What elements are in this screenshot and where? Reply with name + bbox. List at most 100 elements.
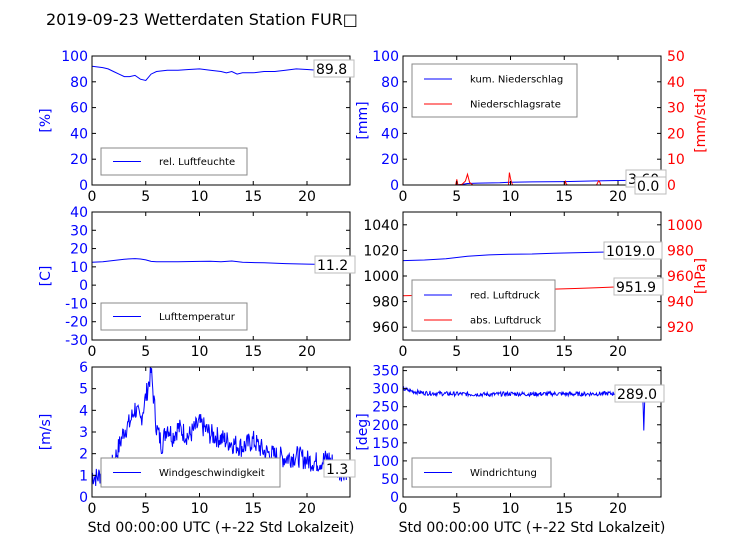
value-annotation: 289.0 (617, 387, 657, 403)
y-tick-label: 60 (381, 101, 399, 117)
y-tick-label: -30 (65, 333, 88, 349)
y-tick-label: 3 (79, 425, 88, 441)
panel-winddirection: 0 5 10 15 20050100150200250300350[deg]Windri… (355, 364, 665, 536)
legend-label: abs. Luftdruck (470, 316, 541, 327)
legend: red. Luftdruck abs. Luftdruck (411, 279, 556, 332)
y-tick-label: 350 (372, 364, 399, 380)
plot-frame (91, 211, 351, 341)
panel-humidity: 0 5 10 15 20 0 20 40 60 80 100 [%] rel. Luftfeuchte 8… (38, 49, 355, 205)
y-tick-label-right: 0 (667, 178, 676, 194)
value-annotation-box (313, 59, 355, 78)
y-tick-label: 0 (79, 490, 88, 506)
y-tick-label-right: 50 (667, 49, 685, 65)
legend-label: Windgeschwindigkeit (159, 468, 265, 479)
y-tick-label: -20 (65, 315, 88, 331)
legend-label: kum. Niederschlag (470, 75, 563, 86)
x-tick-label: 15 (555, 501, 573, 517)
x-tick-label: 0 (88, 501, 97, 517)
x-tick-label: 20 (298, 189, 316, 205)
legend-label: Lufttemperatur (159, 312, 236, 323)
plot-frame (402, 55, 662, 186)
legend-box (411, 63, 578, 118)
y-tick-label: 150 (372, 436, 399, 452)
value-annotation-box (614, 384, 665, 403)
x-tick-label: 10 (191, 344, 209, 360)
y-tick-label: 0 (390, 178, 399, 194)
x-tick-label: 20 (298, 501, 316, 517)
y-tick-label: 0 (79, 278, 88, 294)
y-tick-label: 2 (79, 447, 88, 463)
y-tick-label: 80 (70, 75, 88, 91)
panel-pressure: 0 5 10 15 20 960 980 1000 1020 1040 920 940 960 980 10… (363, 211, 709, 360)
x-tick-label: 0 (399, 189, 408, 205)
y-axis-label: [m/s] (38, 414, 54, 451)
panel-precipitation: 0 5 10 15 20 0 20 40 60 80 100 0 10 20 30 40 50 [mm] [mm/s… (355, 49, 709, 205)
value-annotation-box (634, 176, 667, 195)
legend-label: rel. Luftfeuchte (159, 157, 235, 168)
y-tick-label: 10 (70, 260, 88, 276)
y-tick-label-right: 40 (667, 75, 685, 91)
series-line-windspeed-0 (92, 367, 350, 487)
y-tick-label: 40 (70, 205, 88, 221)
x-tick-label: 0 (88, 344, 97, 360)
x-tick-label: 10 (502, 344, 520, 360)
x-tick-label: 10 (502, 189, 520, 205)
plot-frame (91, 55, 351, 186)
y-tick-label-right: 920 (667, 320, 694, 336)
legend: Windrichtung (411, 457, 552, 488)
value-annotation-box (603, 241, 663, 260)
series-line-humidity-0 (92, 65, 350, 82)
y-tick-label-right: 1000 (667, 218, 703, 234)
x-tick-label: 15 (244, 501, 262, 517)
y-tick-label: 20 (381, 152, 399, 168)
x-tick-label: 0 (399, 344, 408, 360)
x-tick-label: 20 (609, 189, 627, 205)
y-tick-label: 300 (372, 382, 399, 398)
x-tick-label: 5 (452, 501, 461, 517)
x-tick-label: 5 (141, 189, 150, 205)
x-tick-label: 15 (244, 189, 262, 205)
y-axis-label: [C] (38, 266, 54, 287)
legend-label: Windrichtung (470, 468, 537, 479)
y-tick-label: 40 (381, 126, 399, 142)
legend-label: red. Luftdruck (470, 291, 540, 302)
y-tick-label: 250 (372, 400, 399, 416)
y-tick-label-right: 20 (667, 126, 685, 142)
value-annotation: 1.3 (326, 462, 348, 478)
value-annotation: 11.2 (317, 258, 348, 274)
value-annotation-box (613, 277, 664, 296)
y-tick-label: 6 (79, 360, 88, 376)
series-line-precipitation-0 (403, 179, 661, 185)
x-tick-label: 15 (555, 344, 573, 360)
y-tick-label: 5 (79, 382, 88, 398)
y-axis-label-right: [hPa] (693, 258, 709, 294)
x-tick-label: 15 (555, 189, 573, 205)
y-axis-label: [mm] (355, 101, 371, 139)
x-tick-label: 0 (399, 501, 408, 517)
y-tick-label: 80 (381, 75, 399, 91)
y-axis-label-right: [mm/std] (693, 88, 709, 153)
y-tick-label: 4 (79, 403, 88, 419)
y-tick-label: 200 (372, 418, 399, 434)
panel-windspeed: 0 5 10 15 20 0 1 2 3 4 5 6 [m/s] Windgeschwindigkeit 1… (38, 360, 356, 536)
y-tick-label: 50 (381, 472, 399, 488)
x-tick-label: 20 (609, 501, 627, 517)
y-tick-label-right: 980 (667, 243, 694, 259)
y-tick-label: 30 (70, 223, 88, 239)
x-tick-label: 5 (141, 344, 150, 360)
y-tick-label: 0 (79, 178, 88, 194)
y-tick-label: 60 (70, 101, 88, 117)
y-tick-label: 980 (372, 295, 399, 311)
x-axis-label: Std 00:00:00 UTC (+-22 Std Lokalzeit) (399, 520, 666, 536)
x-tick-label: 20 (298, 344, 316, 360)
y-axis-label: [deg] (355, 413, 371, 450)
y-tick-label: 1000 (363, 269, 399, 285)
y-axis-label: [%] (38, 108, 54, 132)
x-axis-label: Std 00:00:00 UTC (+-22 Std Lokalzeit) (88, 520, 355, 536)
y-tick-label-right: 10 (667, 152, 685, 168)
value-annotation: 0.0 (637, 179, 659, 195)
legend: Windgeschwindigkeit (100, 457, 281, 488)
y-tick-label: 100 (61, 49, 88, 65)
figure-title: 2019-09-23 Wetterdaten Station FUR□ (46, 10, 358, 29)
x-tick-label: 0 (88, 189, 97, 205)
